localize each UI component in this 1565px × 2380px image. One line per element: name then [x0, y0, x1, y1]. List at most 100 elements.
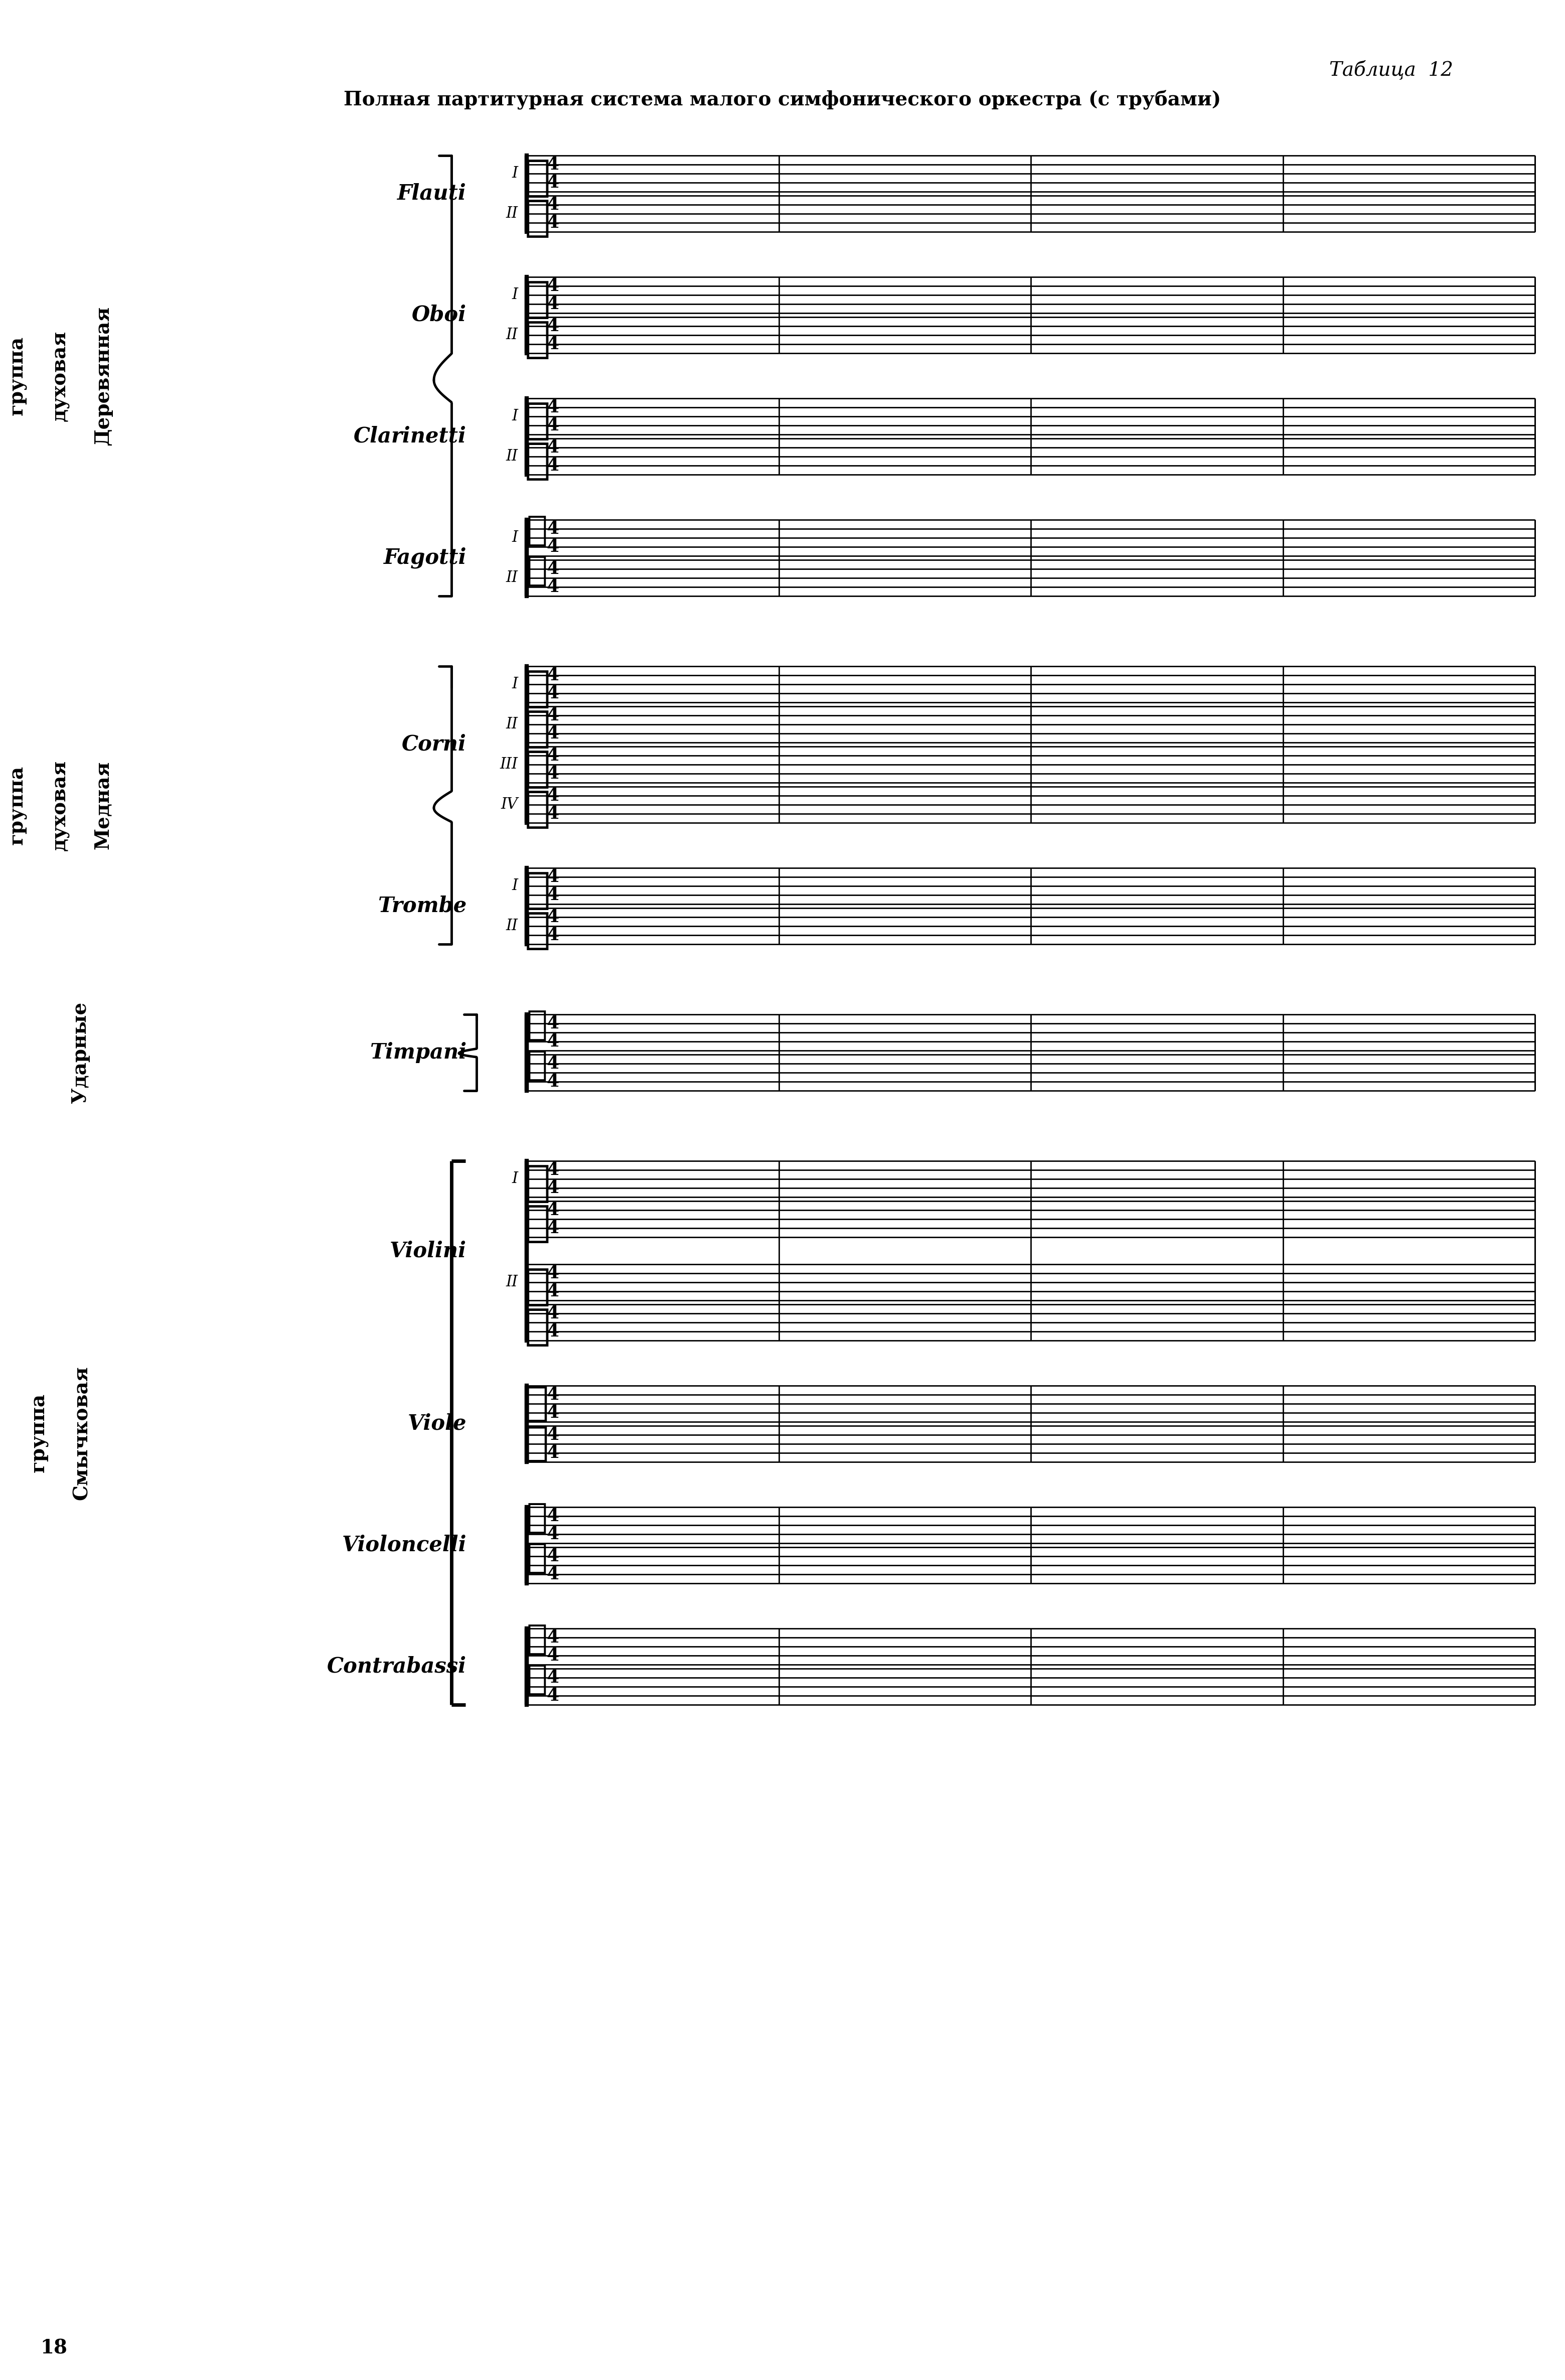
Text: 𝄞: 𝄞 [524, 278, 551, 321]
Text: I: I [512, 409, 518, 424]
Text: 𝄞: 𝄞 [524, 400, 551, 443]
Text: 𝄡: 𝄡 [524, 1423, 549, 1464]
Text: Flauti: Flauti [398, 183, 466, 205]
Text: II: II [505, 207, 518, 221]
Text: Полная партитурная система малого симфонического оркестра (с трубами): Полная партитурная система малого симфон… [344, 90, 1221, 109]
Text: II: II [505, 919, 518, 933]
Text: 4: 4 [546, 1014, 559, 1033]
Text: 4: 4 [546, 707, 559, 724]
Text: 4: 4 [546, 400, 559, 416]
Text: 4: 4 [546, 1264, 559, 1283]
Text: 𝄡: 𝄡 [524, 1385, 549, 1423]
Text: 𝄢: 𝄢 [526, 1542, 548, 1576]
Text: II: II [505, 450, 518, 464]
Text: 𝄢: 𝄢 [526, 1502, 548, 1535]
Text: 𝄢: 𝄢 [526, 1050, 548, 1083]
Text: Смычковая: Смычковая [72, 1366, 91, 1499]
Text: группа: группа [8, 766, 27, 845]
Text: 4: 4 [546, 1445, 559, 1461]
Text: 4: 4 [546, 214, 559, 231]
Text: I: I [512, 288, 518, 302]
Text: Violini: Violini [390, 1240, 466, 1261]
Text: I: I [512, 878, 518, 895]
Text: 4: 4 [546, 726, 559, 743]
Text: 4: 4 [546, 1219, 559, 1238]
Text: 𝄞: 𝄞 [524, 669, 551, 709]
Text: Медная: Медная [94, 762, 113, 850]
Text: 4: 4 [546, 521, 559, 538]
Text: III: III [499, 757, 518, 774]
Text: 4: 4 [546, 174, 559, 190]
Text: II: II [505, 571, 518, 585]
Text: 4: 4 [546, 1526, 559, 1542]
Text: I: I [512, 167, 518, 181]
Text: Деревянная: Деревянная [94, 307, 113, 445]
Text: 4: 4 [546, 1687, 559, 1704]
Text: IV: IV [501, 797, 518, 812]
Text: 4: 4 [546, 336, 559, 352]
Text: Ударные: Ударные [70, 1002, 89, 1104]
Text: 𝄞: 𝄞 [524, 909, 551, 952]
Text: 4: 4 [546, 1628, 559, 1647]
Text: 4: 4 [546, 1426, 559, 1442]
Text: Oboi: Oboi [412, 305, 466, 326]
Text: 4: 4 [546, 1547, 559, 1564]
Text: 4: 4 [546, 1283, 559, 1299]
Text: 4: 4 [546, 909, 559, 926]
Text: 4: 4 [546, 1202, 559, 1219]
Text: 4: 4 [546, 764, 559, 783]
Text: 𝄞: 𝄞 [524, 869, 551, 912]
Text: 𝄞: 𝄞 [524, 709, 551, 750]
Text: Trombe: Trombe [377, 895, 466, 916]
Text: группа: группа [30, 1392, 49, 1473]
Text: 𝄢: 𝄢 [526, 1664, 548, 1697]
Text: 4: 4 [546, 666, 559, 683]
Text: 4: 4 [546, 1054, 559, 1071]
Text: II: II [505, 1276, 518, 1290]
Text: 𝄞: 𝄞 [524, 198, 551, 238]
Text: 4: 4 [546, 869, 559, 885]
Text: 4: 4 [546, 1566, 559, 1583]
Text: 4: 4 [546, 195, 559, 214]
Text: I: I [512, 1171, 518, 1188]
Text: 𝄞: 𝄞 [524, 440, 551, 481]
Text: 𝄞: 𝄞 [524, 319, 551, 359]
Text: 𝄞: 𝄞 [524, 1202, 551, 1245]
Text: 4: 4 [546, 788, 559, 804]
Text: 4: 4 [546, 747, 559, 764]
Text: 4: 4 [546, 685, 559, 702]
Text: 4: 4 [546, 1073, 559, 1090]
Text: 𝄢: 𝄢 [526, 1623, 548, 1656]
Text: 4: 4 [546, 157, 559, 174]
Text: Corni: Corni [402, 733, 466, 754]
Text: II: II [505, 716, 518, 733]
Text: 18: 18 [41, 2340, 67, 2359]
Text: 4: 4 [546, 538, 559, 555]
Text: 4: 4 [546, 1668, 559, 1685]
Text: 4: 4 [546, 278, 559, 295]
Text: 𝄞: 𝄞 [524, 1307, 551, 1347]
Text: 𝄞: 𝄞 [524, 1266, 551, 1307]
Text: 4: 4 [546, 317, 559, 336]
Text: 4: 4 [546, 885, 559, 904]
Text: 4: 4 [546, 559, 559, 578]
Text: 4: 4 [546, 1033, 559, 1050]
Text: 4: 4 [546, 1180, 559, 1197]
Text: 𝄢: 𝄢 [526, 514, 548, 547]
Text: 𝄞: 𝄞 [524, 1164, 551, 1204]
Text: 4: 4 [546, 926, 559, 945]
Text: Clarinetti: Clarinetti [354, 426, 466, 447]
Text: духовая: духовая [50, 759, 70, 850]
Text: 4: 4 [546, 416, 559, 433]
Text: Fagotti: Fagotti [383, 547, 466, 569]
Text: 4: 4 [546, 1507, 559, 1526]
Text: Contrabassi: Contrabassi [327, 1656, 466, 1678]
Text: 4: 4 [546, 1385, 559, 1404]
Text: 𝄢: 𝄢 [526, 1009, 548, 1042]
Text: Timpani: Timpani [369, 1042, 466, 1064]
Text: I: I [512, 531, 518, 545]
Text: 4: 4 [546, 578, 559, 595]
Text: 4: 4 [546, 1404, 559, 1421]
Text: 𝄞: 𝄞 [524, 157, 551, 200]
Text: 4: 4 [546, 1323, 559, 1340]
